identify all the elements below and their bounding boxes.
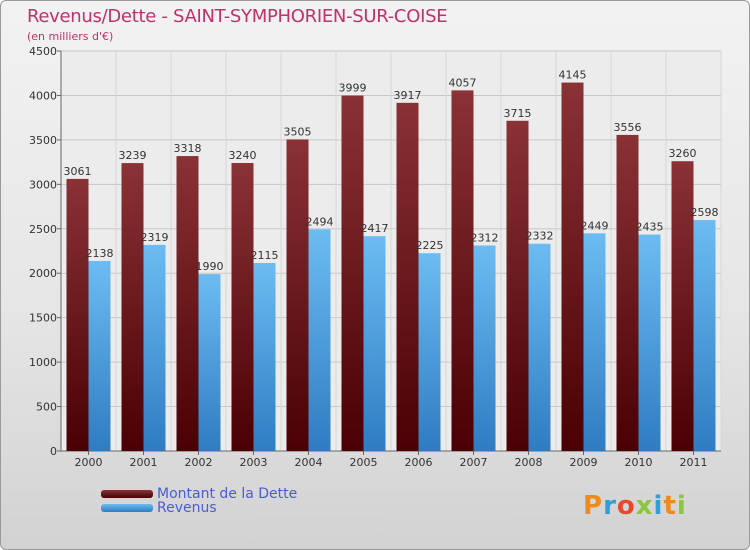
- y-tick-label: 4500: [29, 45, 57, 58]
- bar-dette: [671, 161, 694, 451]
- x-tick-label: 2003: [240, 456, 268, 469]
- x-tick-label: 2010: [625, 456, 653, 469]
- logo-letter: r: [603, 491, 617, 521]
- y-tick-label: 500: [36, 401, 57, 414]
- data-label-dette: 3061: [64, 165, 92, 178]
- bar-dette: [231, 163, 254, 451]
- chart-title: Revenus/Dette - SAINT-SYMPHORIEN-SUR-COI…: [27, 6, 448, 27]
- logo-letter: x: [635, 491, 654, 521]
- bar-dette: [341, 95, 364, 452]
- data-label-dette: 3917: [394, 89, 422, 102]
- bar-dette: [561, 82, 584, 452]
- data-label-revenus: 2417: [361, 222, 389, 235]
- x-tick-label: 2006: [405, 456, 433, 469]
- data-label-dette: 3556: [614, 121, 642, 134]
- data-label-revenus: 2598: [691, 206, 719, 219]
- x-tick-label: 2000: [75, 456, 103, 469]
- legend-item-revenus: Revenus: [101, 500, 297, 516]
- bar-dette: [66, 178, 89, 451]
- data-label-dette: 3239: [119, 149, 147, 162]
- data-label-revenus: 2332: [526, 230, 554, 243]
- data-label-revenus: 2494: [306, 215, 334, 228]
- bar-revenus: [638, 234, 661, 451]
- logo-letter: i: [676, 491, 687, 521]
- x-tick-label: 2008: [515, 456, 543, 469]
- label-layer: 3061 2138 3239 2319 3318 1990 3240 2115 3505 2494…: [64, 69, 719, 274]
- data-label-dette: 4145: [559, 69, 587, 82]
- bar-revenus: [528, 243, 551, 451]
- grid-layer: [60, 50, 722, 452]
- logo-letter: P: [583, 491, 604, 521]
- legend-swatch-dette: [101, 490, 153, 498]
- bar-dette: [396, 102, 419, 452]
- legend-swatch-revenus: [101, 504, 153, 512]
- proxiti-logo: Proxiti: [583, 491, 687, 521]
- bar-revenus: [418, 253, 441, 451]
- data-label-revenus: 2115: [251, 249, 279, 262]
- data-label-revenus: 2138: [86, 247, 114, 260]
- data-label-revenus: 2319: [141, 231, 169, 244]
- data-label-dette: 3240: [229, 149, 257, 162]
- data-label-revenus: 2225: [416, 239, 444, 252]
- legend-label-dette: Montant de la Dette: [157, 486, 298, 502]
- x-tick-label: 2002: [185, 456, 213, 469]
- bar-dette: [176, 156, 199, 452]
- logo-letter: o: [616, 491, 636, 521]
- x-tick-label: 2009: [570, 456, 598, 469]
- data-label-revenus: 2312: [471, 231, 499, 244]
- y-tick-label: 3500: [29, 134, 57, 147]
- x-tick-label: 2001: [130, 456, 158, 469]
- y-tick-label: 0: [50, 445, 57, 458]
- x-tick-label: 2011: [680, 456, 708, 469]
- logo-letter: i: [653, 491, 664, 521]
- bar-revenus: [583, 233, 606, 451]
- data-label-dette: 4057: [449, 76, 477, 89]
- y-tick-label: 2000: [29, 267, 57, 280]
- bar-layer: [66, 82, 716, 452]
- data-label-dette: 3999: [339, 82, 367, 95]
- data-label-revenus: 1990: [196, 260, 224, 273]
- bar-dette: [506, 120, 529, 452]
- x-tick-label: 2004: [295, 456, 323, 469]
- data-label-dette: 3260: [669, 147, 697, 160]
- y-tick-label: 1000: [29, 356, 57, 369]
- bar-revenus: [88, 260, 111, 451]
- bar-revenus: [473, 245, 496, 451]
- axis-layer: 0 500 1000 1500 2000 2500 3000 3500 4000 4500 2000…: [29, 45, 721, 469]
- data-label-dette: 3505: [284, 125, 312, 138]
- y-tick-label: 4000: [29, 89, 57, 102]
- legend: Montant de la Dette Revenus: [101, 486, 298, 516]
- y-tick-label: 2500: [29, 223, 57, 236]
- y-tick-label: 3000: [29, 178, 57, 191]
- y-tick-label: 1500: [29, 312, 57, 325]
- legend-label-revenus: Revenus: [157, 500, 217, 516]
- legend-item-dette: Montant de la Dette: [101, 486, 298, 502]
- bar-revenus: [308, 229, 331, 451]
- data-label-dette: 3318: [174, 142, 202, 155]
- x-tick-label: 2005: [350, 456, 378, 469]
- bar-dette: [616, 134, 639, 451]
- bar-dette: [451, 90, 474, 451]
- bar-revenus: [143, 244, 166, 451]
- bar-revenus: [693, 220, 716, 451]
- bar-dette: [121, 163, 144, 452]
- data-label-revenus: 2449: [581, 219, 609, 232]
- bar-dette: [286, 139, 309, 451]
- bar-revenus: [253, 263, 276, 451]
- logo-letter: t: [663, 491, 677, 521]
- data-label-dette: 3715: [504, 107, 532, 120]
- data-label-revenus: 2435: [636, 221, 664, 234]
- bar-revenus: [198, 274, 221, 451]
- chart-subtitle: (en milliers d'€): [27, 30, 114, 43]
- bar-revenus: [363, 236, 386, 451]
- x-tick-label: 2007: [460, 456, 488, 469]
